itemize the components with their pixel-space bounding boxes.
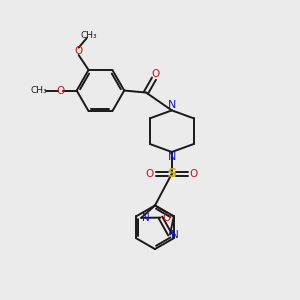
Text: S: S bbox=[167, 167, 176, 180]
Text: N: N bbox=[168, 100, 176, 110]
Text: O: O bbox=[152, 69, 160, 79]
Text: O: O bbox=[146, 169, 154, 179]
Text: O: O bbox=[74, 46, 83, 56]
Text: N: N bbox=[142, 213, 150, 223]
Text: N: N bbox=[168, 152, 176, 162]
Text: CH₃: CH₃ bbox=[31, 86, 47, 95]
Text: O: O bbox=[57, 85, 65, 96]
Text: O: O bbox=[162, 213, 171, 223]
Text: N: N bbox=[171, 230, 179, 239]
Text: O: O bbox=[190, 169, 198, 179]
Text: CH₃: CH₃ bbox=[80, 31, 97, 40]
